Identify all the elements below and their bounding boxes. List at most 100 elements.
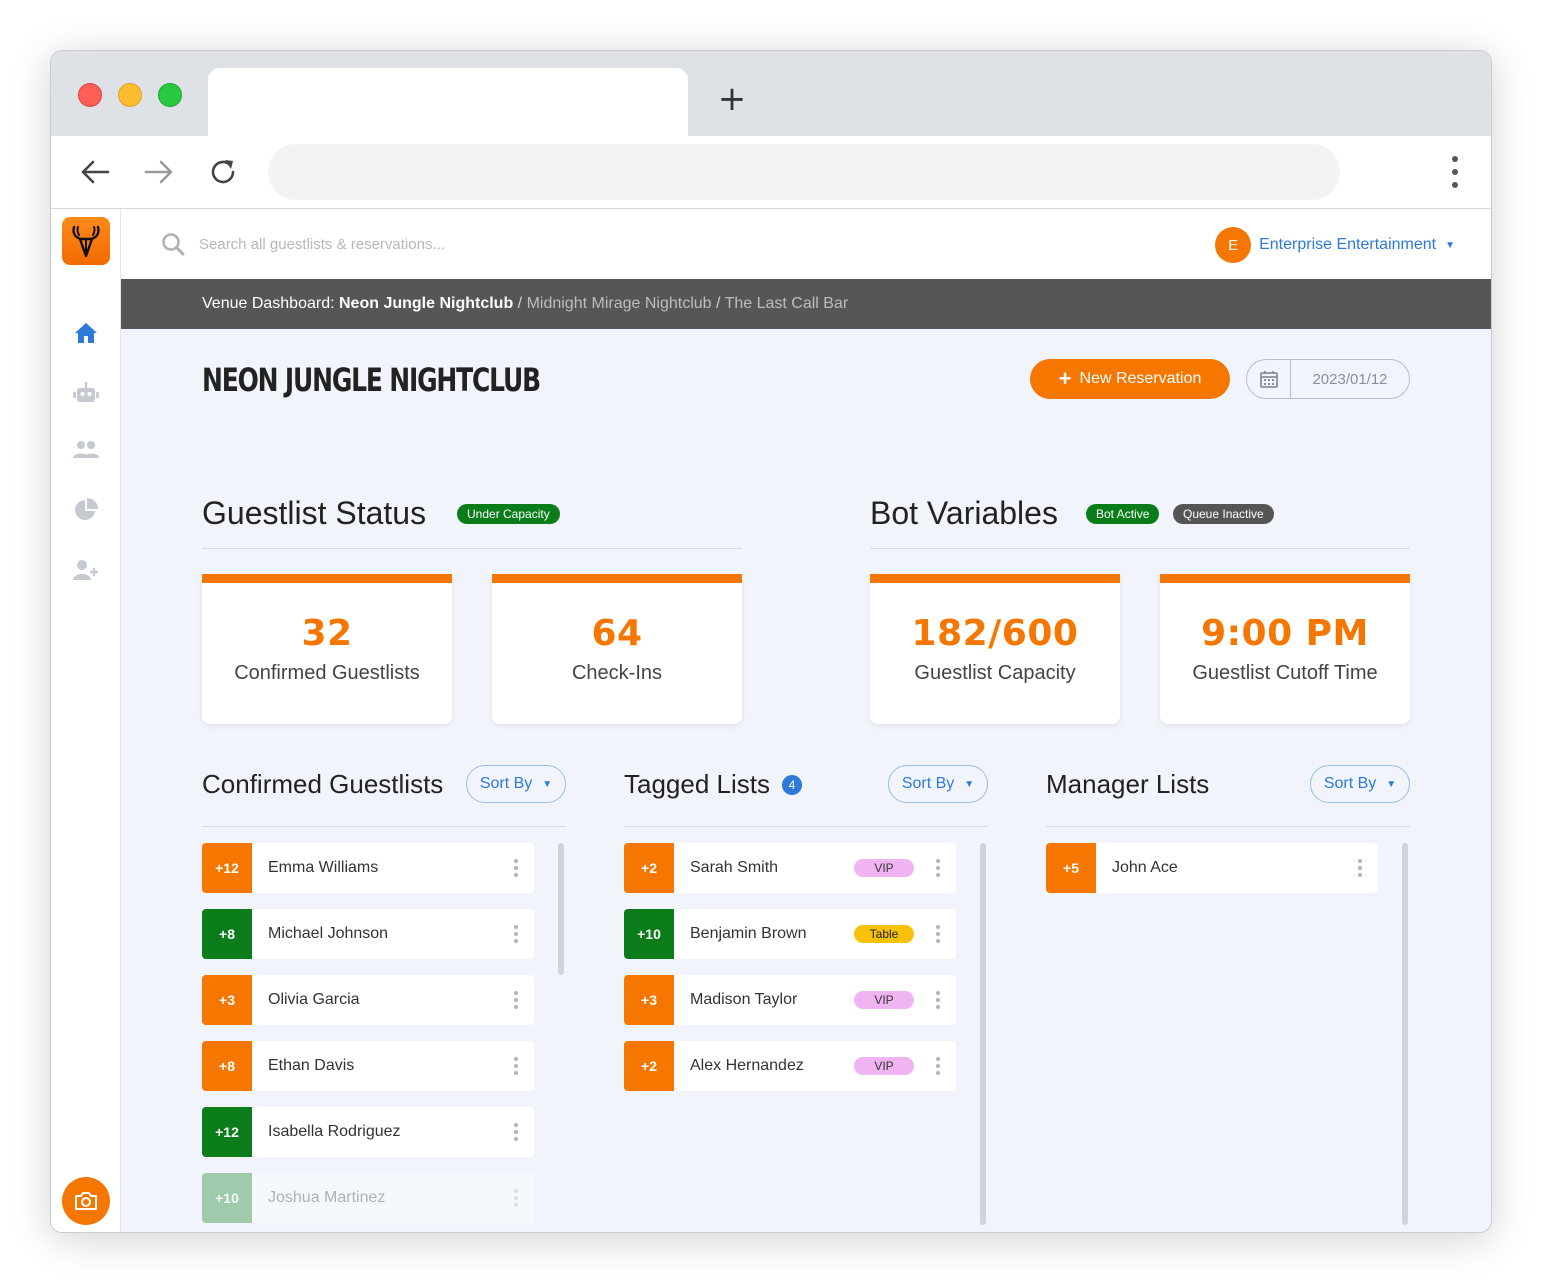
nav-guests[interactable]: [72, 436, 100, 464]
browser-window: +: [50, 50, 1492, 1233]
new-tab-button[interactable]: +: [717, 79, 747, 119]
tag-pill: VIP: [854, 859, 914, 877]
nav-analytics[interactable]: [72, 496, 100, 524]
more-options-icon[interactable]: [498, 1041, 534, 1091]
bot-status-badge: Bot Active: [1086, 504, 1160, 524]
party-size-badge: +3: [624, 975, 674, 1025]
search-input[interactable]: [199, 231, 699, 257]
stat-value: 182/600: [911, 613, 1079, 654]
search-icon: [162, 233, 185, 256]
nav-home[interactable]: [72, 319, 100, 347]
tag-pill: Table: [854, 925, 914, 943]
pie-chart-icon: [75, 498, 98, 520]
sort-by-label: Sort By: [1323, 775, 1377, 792]
sort-by-button[interactable]: Sort By ▼: [1310, 765, 1410, 803]
arrow-left-icon: [81, 160, 110, 184]
breadcrumb-venue-link[interactable]: Midnight Mirage Nightclub: [526, 295, 712, 312]
more-options-icon[interactable]: [920, 909, 956, 959]
users-icon: [73, 441, 99, 458]
nav-add-user[interactable]: [72, 556, 100, 584]
party-size-badge: +3: [202, 975, 252, 1025]
tag-pill: VIP: [854, 1057, 914, 1075]
more-options-icon[interactable]: [920, 843, 956, 893]
more-options-icon[interactable]: [498, 909, 534, 959]
party-size-badge: +5: [1046, 843, 1096, 893]
account-menu[interactable]: E Enterprise Entertainment ▼: [1215, 227, 1455, 263]
sort-by-button[interactable]: Sort By ▼: [466, 765, 566, 803]
chevron-down-icon: ▼: [1386, 778, 1397, 790]
more-options-icon[interactable]: [498, 843, 534, 893]
date-picker[interactable]: 2023/01/12: [1246, 359, 1410, 399]
confirmed-guestlists-title: Confirmed Guestlists: [202, 769, 444, 799]
browser-menu-button[interactable]: [1449, 156, 1461, 188]
queue-status-badge: Queue Inactive: [1173, 504, 1274, 524]
scrollbar[interactable]: [1402, 843, 1408, 1225]
more-options-icon[interactable]: [920, 975, 956, 1025]
list-item[interactable]: +8 Michael Johnson: [202, 909, 534, 959]
date-value: 2023/01/12: [1312, 370, 1388, 388]
stat-label: Confirmed Guestlists: [234, 662, 420, 684]
sort-by-button[interactable]: Sort By ▼: [888, 765, 988, 803]
chevron-down-icon: ▼: [964, 778, 975, 790]
guest-name: Olivia Garcia: [268, 991, 360, 1008]
top-header: E Enterprise Entertainment ▼: [121, 209, 1491, 279]
more-options-icon[interactable]: [498, 1173, 534, 1223]
scrollbar[interactable]: [980, 843, 986, 1225]
party-size-badge: +2: [624, 1041, 674, 1091]
divider: [202, 548, 742, 549]
divider: [202, 826, 566, 827]
minimize-window-button[interactable]: [118, 83, 142, 107]
count-badge: 4: [782, 775, 802, 795]
app-logo[interactable]: [62, 217, 110, 265]
more-options-icon[interactable]: [920, 1041, 956, 1091]
party-size-badge: +10: [202, 1173, 252, 1223]
breadcrumb-current-venue: Neon Jungle Nightclub: [339, 295, 514, 312]
reload-button[interactable]: [205, 154, 241, 190]
back-button[interactable]: [77, 154, 113, 190]
list-item[interactable]: +2 Alex Hernandez VIP: [624, 1041, 956, 1091]
guest-name: Emma Williams: [268, 859, 379, 876]
stat-label: Guestlist Cutoff Time: [1192, 662, 1378, 684]
close-window-button[interactable]: [78, 83, 102, 107]
more-options-icon[interactable]: [1342, 843, 1378, 893]
tagged-lists-title: Tagged Lists: [624, 769, 770, 799]
breadcrumb-separator: /: [711, 295, 725, 312]
party-size-badge: +8: [202, 1041, 252, 1091]
list-item[interactable]: +5 John Ace: [1046, 843, 1378, 893]
list-item[interactable]: +12 Emma Williams: [202, 843, 534, 893]
party-size-badge: +8: [202, 909, 252, 959]
scrollbar[interactable]: [558, 843, 564, 975]
stat-card: 64 Check-Ins: [492, 574, 742, 724]
guest-name: John Ace: [1112, 859, 1178, 876]
more-options-icon[interactable]: [498, 1107, 534, 1157]
account-name: Enterprise Entertainment: [1259, 236, 1437, 253]
divider: [624, 826, 988, 827]
home-icon: [75, 323, 97, 343]
sidebar: [51, 209, 121, 1232]
stat-value: 32: [301, 613, 353, 654]
list-item[interactable]: +8 Ethan Davis: [202, 1041, 534, 1091]
tab-strip: +: [51, 51, 1491, 136]
list-item[interactable]: +10 Benjamin Brown Table: [624, 909, 956, 959]
list-item[interactable]: +3 Madison Taylor VIP: [624, 975, 956, 1025]
manager-lists-title: Manager Lists: [1046, 769, 1210, 799]
forward-button[interactable]: [141, 154, 177, 190]
stat-value: 64: [591, 613, 643, 654]
breadcrumb-venue-link[interactable]: The Last Call Bar: [724, 295, 849, 312]
address-bar[interactable]: [268, 144, 1340, 200]
more-options-icon[interactable]: [498, 975, 534, 1025]
chevron-down-icon: ▼: [542, 778, 553, 790]
new-reservation-button[interactable]: + New Reservation: [1030, 359, 1230, 399]
nav-bot[interactable]: [72, 379, 100, 407]
list-item[interactable]: +12 Isabella Rodriguez: [202, 1107, 534, 1157]
sort-by-label: Sort By: [901, 775, 955, 792]
maximize-window-button[interactable]: [158, 83, 182, 107]
list-item[interactable]: +10 Joshua Martinez: [202, 1173, 534, 1223]
list-item[interactable]: +3 Olivia Garcia: [202, 975, 534, 1025]
browser-tab[interactable]: [208, 68, 688, 136]
list-item[interactable]: +2 Sarah Smith VIP: [624, 843, 956, 893]
party-size-badge: +12: [202, 1107, 252, 1157]
camera-button[interactable]: [62, 1177, 110, 1225]
chevron-down-icon: ▼: [1445, 239, 1455, 251]
status-badge: Under Capacity: [457, 504, 560, 524]
